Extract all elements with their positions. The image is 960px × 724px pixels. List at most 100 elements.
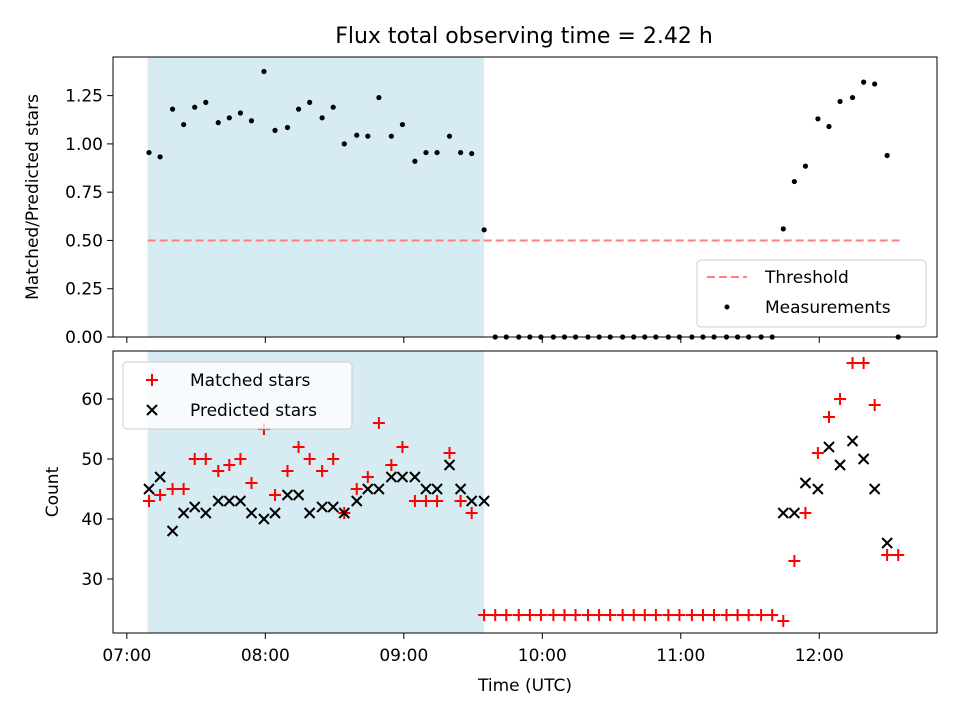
- predicted-star-point: [777, 507, 789, 519]
- matched-star-point: [582, 609, 595, 621]
- matched-star-point: [892, 549, 905, 561]
- predicted-star-point: [409, 471, 421, 483]
- matched-star-point: [465, 507, 478, 519]
- matched-star-point: [547, 609, 560, 621]
- measurement-point: [354, 132, 360, 138]
- predicted-star-point: [212, 495, 224, 507]
- matched-star-point: [269, 489, 282, 501]
- measurement-point: [481, 227, 487, 233]
- matched-star-point: [188, 453, 201, 465]
- matched-star-point: [431, 495, 444, 507]
- legend-matched-label: Matched stars: [190, 371, 310, 391]
- ratio-legend: Threshold Measurements: [696, 259, 927, 328]
- ratio-y-ticks: 0.00 0.25 0.50 0.75 1.00 1.25: [65, 87, 113, 348]
- matched-star-point: [372, 417, 385, 429]
- count-x-ticks: 07:00 08:00 09:00 10:00 11:00 12:00: [102, 633, 844, 666]
- measurement-point: [826, 123, 832, 130]
- matched-star-point: [454, 495, 467, 507]
- matched-star-point: [822, 411, 835, 423]
- matched-star-point: [673, 609, 686, 621]
- measurement-point: [884, 152, 890, 159]
- ratio-y-tick-label: 1.00: [65, 135, 103, 155]
- matched-star-point: [534, 609, 547, 621]
- predicted-star-point: [258, 513, 270, 525]
- measurement-point: [791, 178, 797, 185]
- measurement-point: [330, 104, 336, 110]
- predicted-star-point: [143, 483, 155, 495]
- predicted-star-point: [154, 471, 166, 483]
- measurement-point: [861, 79, 867, 85]
- predicted-star-point: [431, 483, 443, 495]
- measurement-point: [226, 115, 232, 121]
- predicted-star-point: [338, 507, 350, 519]
- predicted-star-point: [166, 525, 179, 537]
- measurement-point: [469, 150, 475, 157]
- predicted-star-point: [799, 477, 812, 489]
- measurement-point: [203, 99, 209, 105]
- count-y-axis-label: Count: [43, 466, 63, 517]
- legend-predicted-swatch: [146, 404, 158, 416]
- measurement-point: [295, 106, 302, 112]
- matched-star-point: [766, 609, 779, 621]
- matched-star-point: [604, 609, 617, 621]
- predicted-star-point: [303, 507, 316, 519]
- matched-star-point: [881, 549, 894, 561]
- matched-star-point: [638, 609, 651, 621]
- count-x-tick-label: 07:00: [102, 646, 151, 666]
- matched-star-point: [512, 609, 525, 621]
- ratio-y-tick-label: 0.00: [65, 328, 103, 348]
- matched-star-point: [685, 609, 698, 621]
- legend-matched-swatch: [146, 374, 158, 386]
- measurement-point: [780, 226, 786, 232]
- matched-star-point: [755, 609, 768, 621]
- matched-star-point: [742, 609, 755, 621]
- predicted-star-point: [385, 471, 398, 483]
- matched-star-point: [245, 477, 258, 489]
- predicted-star-point: [292, 489, 305, 501]
- chart-title: Flux total observing time = 2.42 h: [335, 24, 713, 49]
- measurement-point: [802, 163, 809, 169]
- measurement-point: [157, 154, 163, 160]
- matched-star-point: [303, 453, 316, 465]
- count-x-tick-label: 11:00: [656, 646, 705, 666]
- measurement-point: [458, 149, 464, 156]
- measurement-point: [146, 149, 152, 156]
- count-legend: Matched stars Predicted stars: [122, 361, 353, 430]
- matched-star-point: [558, 609, 571, 621]
- matched-star-point: [385, 459, 398, 471]
- count-x-tick-label: 10:00: [518, 646, 567, 666]
- matched-star-point: [500, 609, 513, 621]
- matched-star-point: [593, 609, 606, 621]
- measurement-point: [284, 124, 291, 131]
- predicted-star-point: [857, 453, 870, 465]
- ratio-panel: 0.00 0.25 0.50 0.75 1.00 1.25 Matched/Predict…: [23, 56, 938, 348]
- legend-measurements-label: Measurements: [765, 298, 891, 318]
- ratio-y-axis-label: Matched/Predicted stars: [23, 94, 43, 300]
- matched-star-point: [223, 459, 236, 471]
- measurement-point: [434, 149, 440, 156]
- predicted-star-point: [454, 483, 467, 495]
- ratio-panel-frame: [112, 56, 938, 338]
- predicted-star-point: [177, 507, 190, 519]
- matched-star-point: [396, 441, 409, 453]
- matched-star-point: [799, 507, 812, 519]
- matched-star-point: [177, 483, 190, 495]
- measurement-point: [872, 81, 878, 87]
- predicted-star-point: [788, 507, 801, 519]
- matched-star-point: [649, 609, 662, 621]
- matched-star-point: [408, 495, 421, 507]
- measurement-point: [319, 115, 325, 121]
- x-axis-label: Time (UTC): [477, 676, 572, 696]
- count-y-tick-label: 60: [81, 390, 103, 410]
- predicted-star-point: [373, 483, 385, 495]
- matched-star-point: [708, 609, 721, 621]
- measurement-point: [376, 94, 382, 101]
- matched-star-point: [569, 609, 582, 621]
- matched-star-point: [443, 447, 456, 459]
- count-x-tick-label: 08:00: [241, 646, 290, 666]
- predicted-star-point: [420, 483, 432, 495]
- predicted-star-point: [396, 471, 409, 483]
